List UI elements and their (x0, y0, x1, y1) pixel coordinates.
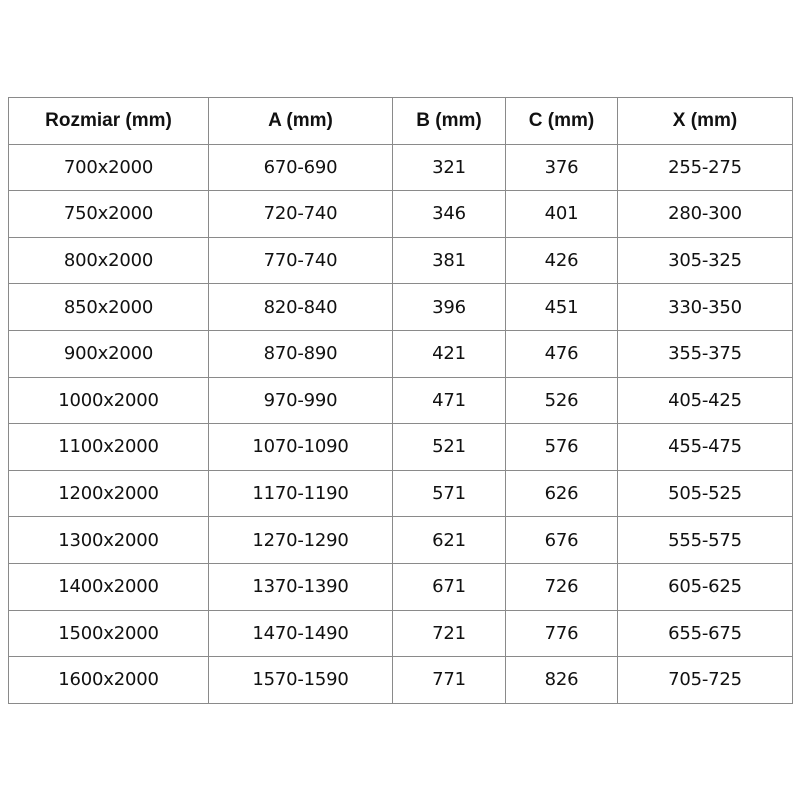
table-cell: 1600x2000 (8, 656, 209, 704)
table-cell: 670-690 (208, 143, 393, 192)
table-cell: 280-300 (617, 190, 793, 238)
table-cell: 1470-1490 (208, 609, 393, 658)
table-cell: 626 (505, 469, 618, 518)
table-row: 700x2000 670-690 321 376 255-275 (8, 143, 793, 192)
table-cell: 676 (505, 516, 618, 564)
table-cell: 381 (392, 236, 506, 285)
table-cell: 776 (505, 609, 618, 658)
table-row: 850x2000 820-840 396 451 330-350 (8, 283, 793, 331)
table-cell: 826 (505, 656, 618, 704)
table-cell: 405-425 (617, 376, 793, 425)
table-row: 1100x2000 1070-1090 521 576 455-475 (8, 423, 793, 471)
table-cell: 970-990 (208, 376, 393, 425)
table-cell: 1200x2000 (8, 469, 209, 518)
column-header: Rozmiar (mm) (8, 97, 209, 145)
column-header: B (mm) (392, 97, 506, 145)
table-cell: 720-740 (208, 190, 393, 238)
table-cell: 321 (392, 143, 506, 192)
table-cell: 800x2000 (8, 236, 209, 285)
table-cell: 1570-1590 (208, 656, 393, 704)
table-cell: 305-325 (617, 236, 793, 285)
table-cell: 605-625 (617, 562, 793, 611)
table-cell: 1270-1290 (208, 516, 393, 564)
table-cell: 726 (505, 562, 618, 611)
table-cell: 396 (392, 283, 506, 331)
table-cell: 721 (392, 609, 506, 658)
table-cell: 330-350 (617, 283, 793, 331)
table-cell: 850x2000 (8, 283, 209, 331)
column-header: C (mm) (505, 97, 618, 145)
table-cell: 376 (505, 143, 618, 192)
table-cell: 526 (505, 376, 618, 425)
table-cell: 820-840 (208, 283, 393, 331)
table-row: 900x2000 870-890 421 476 355-375 (8, 329, 793, 378)
table-cell: 451 (505, 283, 618, 331)
table-cell: 770-740 (208, 236, 393, 285)
table-cell: 521 (392, 423, 506, 471)
table-cell: 1000x2000 (8, 376, 209, 425)
table-cell: 621 (392, 516, 506, 564)
dimensions-table: Rozmiar (mm) A (mm) B (mm) C (mm) X (mm) 700… (8, 97, 793, 704)
table-cell: 401 (505, 190, 618, 238)
table-row: 1500x2000 1470-1490 721 776 655-675 (8, 609, 793, 658)
table-row: 1400x2000 1370-1390 671 726 605-625 (8, 562, 793, 611)
table-cell: 346 (392, 190, 506, 238)
table-row: 1600x2000 1570-1590 771 826 705-725 (8, 656, 793, 704)
table-row: 800x2000 770-740 381 426 305-325 (8, 236, 793, 285)
table-cell: 571 (392, 469, 506, 518)
table-row: 1300x2000 1270-1290 621 676 555-575 (8, 516, 793, 564)
table-cell: 1170-1190 (208, 469, 393, 518)
table-cell: 1400x2000 (8, 562, 209, 611)
table-cell: 671 (392, 562, 506, 611)
table-cell: 476 (505, 329, 618, 378)
table-cell: 255-275 (617, 143, 793, 192)
column-header: A (mm) (208, 97, 393, 145)
table-cell: 555-575 (617, 516, 793, 564)
table-cell: 1070-1090 (208, 423, 393, 471)
table-cell: 750x2000 (8, 190, 209, 238)
table-cell: 705-725 (617, 656, 793, 704)
table-cell: 1500x2000 (8, 609, 209, 658)
table-cell: 355-375 (617, 329, 793, 378)
table-cell: 870-890 (208, 329, 393, 378)
table-cell: 1100x2000 (8, 423, 209, 471)
table-cell: 421 (392, 329, 506, 378)
table-cell: 771 (392, 656, 506, 704)
table-cell: 700x2000 (8, 143, 209, 192)
table-cell: 1370-1390 (208, 562, 393, 611)
table-cell: 471 (392, 376, 506, 425)
table-cell: 655-675 (617, 609, 793, 658)
table-cell: 505-525 (617, 469, 793, 518)
table-cell: 1300x2000 (8, 516, 209, 564)
table-row: 1200x2000 1170-1190 571 626 505-525 (8, 469, 793, 518)
table-cell: 576 (505, 423, 618, 471)
table-cell: 455-475 (617, 423, 793, 471)
table-row: 750x2000 720-740 346 401 280-300 (8, 190, 793, 238)
table-row: 1000x2000 970-990 471 526 405-425 (8, 376, 793, 425)
table-cell: 426 (505, 236, 618, 285)
table-cell: 900x2000 (8, 329, 209, 378)
column-header: X (mm) (617, 97, 793, 145)
header-row: Rozmiar (mm) A (mm) B (mm) C (mm) X (mm) (8, 97, 793, 145)
